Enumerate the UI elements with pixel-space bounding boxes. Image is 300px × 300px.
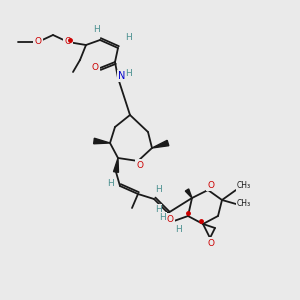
Text: CH₃: CH₃: [237, 200, 251, 208]
Text: H: H: [106, 179, 113, 188]
Text: H: H: [154, 206, 161, 214]
Text: O: O: [34, 38, 41, 46]
Text: H: H: [156, 184, 162, 194]
Text: H: H: [160, 214, 167, 223]
Text: O: O: [167, 214, 173, 224]
Text: O: O: [92, 64, 98, 73]
Text: H: H: [94, 26, 100, 34]
Text: H: H: [126, 68, 132, 77]
Polygon shape: [94, 138, 110, 144]
Polygon shape: [185, 189, 192, 198]
Text: O: O: [136, 160, 143, 169]
Text: O: O: [64, 38, 71, 46]
Text: O: O: [208, 238, 214, 247]
Polygon shape: [152, 140, 169, 148]
Text: H: H: [124, 34, 131, 43]
Text: CH₃: CH₃: [237, 182, 251, 190]
Text: H: H: [175, 224, 182, 233]
Text: N: N: [118, 71, 126, 81]
Polygon shape: [113, 158, 119, 172]
Text: O: O: [208, 181, 214, 190]
